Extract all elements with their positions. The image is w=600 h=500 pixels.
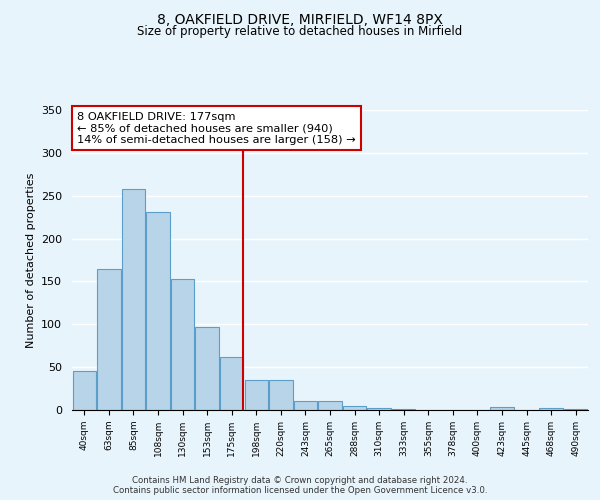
Bar — [539, 408, 563, 410]
Bar — [269, 380, 293, 410]
Bar — [97, 268, 121, 410]
Y-axis label: Number of detached properties: Number of detached properties — [26, 172, 35, 348]
Text: 8 OAKFIELD DRIVE: 177sqm
← 85% of detached houses are smaller (940)
14% of semi-: 8 OAKFIELD DRIVE: 177sqm ← 85% of detach… — [77, 112, 356, 144]
Bar — [122, 189, 145, 410]
Bar — [564, 409, 587, 410]
Text: Contains HM Land Registry data © Crown copyright and database right 2024.: Contains HM Land Registry data © Crown c… — [132, 476, 468, 485]
Bar — [367, 408, 391, 410]
Bar — [245, 380, 268, 410]
Text: Contains public sector information licensed under the Open Government Licence v3: Contains public sector information licen… — [113, 486, 487, 495]
Bar — [343, 406, 366, 410]
Bar — [294, 400, 317, 410]
Bar — [146, 212, 170, 410]
Bar — [73, 372, 96, 410]
Text: 8, OAKFIELD DRIVE, MIRFIELD, WF14 8PX: 8, OAKFIELD DRIVE, MIRFIELD, WF14 8PX — [157, 12, 443, 26]
Bar — [196, 327, 219, 410]
Bar — [490, 406, 514, 410]
Text: Size of property relative to detached houses in Mirfield: Size of property relative to detached ho… — [137, 25, 463, 38]
Bar — [220, 357, 244, 410]
Bar — [319, 402, 341, 410]
Bar — [392, 409, 415, 410]
Bar — [171, 279, 194, 410]
